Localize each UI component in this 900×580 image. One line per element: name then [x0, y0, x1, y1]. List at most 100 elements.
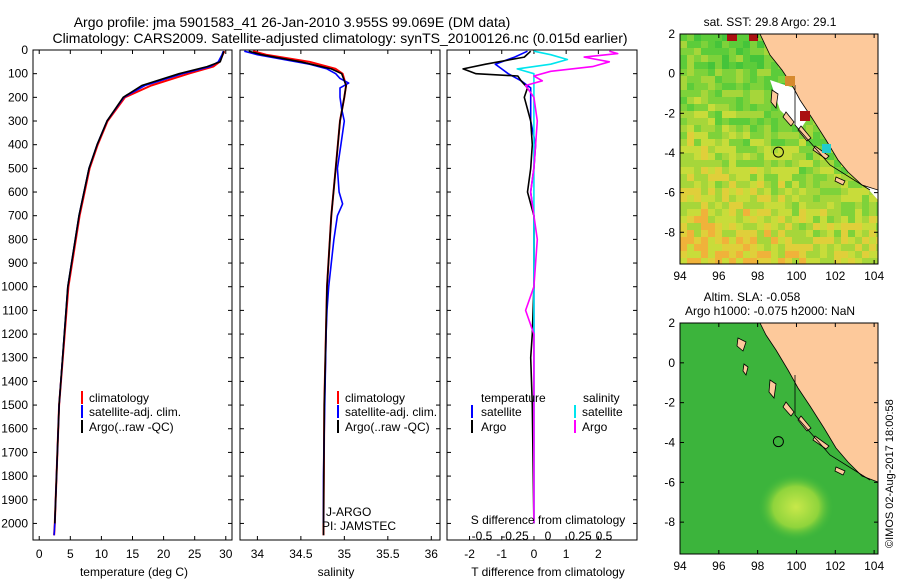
- sst-heatmap-cell: [729, 167, 736, 174]
- sst-heatmap-cell: [694, 223, 701, 230]
- sst-heatmap-cell: [848, 258, 855, 264]
- sst-heatmap-cell: [743, 97, 750, 104]
- sst-heatmap-cell: [750, 251, 757, 258]
- sst-heatmap-cell: [736, 146, 743, 153]
- sst-heatmap-cell: [743, 62, 750, 69]
- depth-tick-label: 1700: [1, 445, 28, 459]
- sst-heatmap-cell: [792, 132, 799, 139]
- depth-tick-label: 1900: [1, 493, 28, 507]
- sst-heatmap-cell: [869, 216, 876, 223]
- depth-tick-label: 100: [8, 67, 28, 81]
- sst-heatmap-cell: [841, 251, 848, 258]
- sst-heatmap-cell: [757, 118, 764, 125]
- sst-heatmap-cell: [827, 181, 834, 188]
- sst-heatmap-cell: [771, 132, 778, 139]
- depth-tick-label: 1200: [1, 327, 28, 341]
- sst-heatmap-cell: [813, 244, 820, 251]
- sst-heatmap-cell: [743, 76, 750, 83]
- sst-heatmap-cell: [876, 202, 878, 209]
- sst-heatmap-cell: [708, 195, 715, 202]
- sst-heatmap-cell: [778, 258, 785, 264]
- legend-label-climatology: climatology: [89, 391, 149, 405]
- temperature-chart: 0 5 10 15 20 25 30: [33, 49, 233, 561]
- sst-heatmap-cell: [736, 125, 743, 132]
- sst-heatmap-cell: [736, 251, 743, 258]
- legend-label-sal-satellite: satellite: [582, 405, 623, 419]
- sst-heatmap-cell: [701, 48, 708, 55]
- sst-heatmap-cell: [722, 69, 729, 76]
- sst-heatmap-cell: [757, 132, 764, 139]
- sst-heatmap-cell: [701, 139, 708, 146]
- map-x-tick-label: 100: [786, 559, 806, 573]
- sst-heatmap-cell: [729, 244, 736, 251]
- sla-map-frame: [679, 322, 879, 555]
- x-tick-label: 20: [157, 547, 171, 561]
- sst-heatmap-cell: [722, 111, 729, 118]
- sst-heatmap-cell: [764, 237, 771, 244]
- map-y-tick-label: 2: [668, 316, 675, 330]
- sst-heatmap-cell: [694, 216, 701, 223]
- sst-heatmap-cell: [680, 34, 687, 41]
- sst-heatmap-cell: [785, 195, 792, 202]
- map-y-tick-label: -8: [664, 225, 675, 239]
- sst-heatmap-cell: [715, 174, 722, 181]
- sst-heatmap-cell: [687, 195, 694, 202]
- sst-heatmap-cell: [708, 237, 715, 244]
- difference-top-xlabel: S difference from climatology: [471, 513, 626, 527]
- sst-heatmap-cell: [764, 153, 771, 160]
- sst-heatmap-cell: [722, 237, 729, 244]
- map-x-tick-label: 102: [825, 269, 845, 283]
- sst-heatmap-cell: [792, 153, 799, 160]
- sst-heatmap-cell: [841, 202, 848, 209]
- sst-heatmap-cell: [729, 41, 736, 48]
- sst-cell-cool: [822, 144, 831, 153]
- sst-heatmap-cell: [743, 146, 750, 153]
- sst-heatmap-cell: [799, 202, 806, 209]
- sst-heatmap-cell: [778, 76, 785, 83]
- sst-heatmap-cell: [694, 48, 701, 55]
- sst-heatmap-cell: [729, 223, 736, 230]
- sst-heatmap-cell: [750, 244, 757, 251]
- sst-heatmap-cell: [841, 167, 848, 174]
- sst-heatmap-cell: [701, 230, 708, 237]
- sst-heatmap-cell: [771, 69, 778, 76]
- sst-heatmap-cell: [680, 251, 687, 258]
- sst-cell-hot: [727, 34, 737, 41]
- sst-heatmap-cell: [750, 167, 757, 174]
- map-x-tick-label: 98: [751, 559, 765, 573]
- sst-heatmap-cell: [799, 195, 806, 202]
- sst-heatmap-cell: [799, 216, 806, 223]
- sst-heatmap-cell: [750, 216, 757, 223]
- map-x-tick-label: 102: [825, 559, 845, 573]
- sst-heatmap-cell: [778, 251, 785, 258]
- depth-tick-label: 1100: [2, 303, 28, 317]
- sst-heatmap-cell: [750, 146, 757, 153]
- salinity-chart: 34 34.5 35 35.5 36: [240, 49, 440, 561]
- sst-heatmap-cell: [743, 167, 750, 174]
- sst-heatmap-cell: [736, 139, 743, 146]
- sst-heatmap-cell: [687, 209, 694, 216]
- sst-heatmap-cell: [778, 125, 785, 132]
- sst-heatmap-cell: [680, 139, 687, 146]
- depth-tick-label: 1500: [1, 398, 28, 412]
- sst-heatmap-cell: [792, 167, 799, 174]
- sst-heatmap-cell: [841, 244, 848, 251]
- sst-heatmap-cell: [694, 195, 701, 202]
- sst-heatmap-cell: [757, 139, 764, 146]
- series-line-salinity-argo: [524, 50, 619, 524]
- sst-heatmap-cell: [743, 230, 750, 237]
- sst-heatmap-cell: [785, 230, 792, 237]
- sst-heatmap-cell: [708, 118, 715, 125]
- sst-heatmap-cell: [764, 216, 771, 223]
- x-tick-label: 1: [563, 547, 570, 561]
- sst-heatmap-cell: [701, 202, 708, 209]
- sst-heatmap-cell: [834, 160, 841, 167]
- sst-heatmap-cell: [694, 97, 701, 104]
- sst-heatmap-cell: [757, 69, 764, 76]
- sst-cell-hot: [800, 111, 810, 121]
- sst-heatmap-cell: [729, 111, 736, 118]
- sst-heatmap-cell: [743, 90, 750, 97]
- sst-heatmap-cell: [701, 125, 708, 132]
- map-y-tick-label: -2: [664, 106, 675, 120]
- sst-heatmap-cell: [729, 181, 736, 188]
